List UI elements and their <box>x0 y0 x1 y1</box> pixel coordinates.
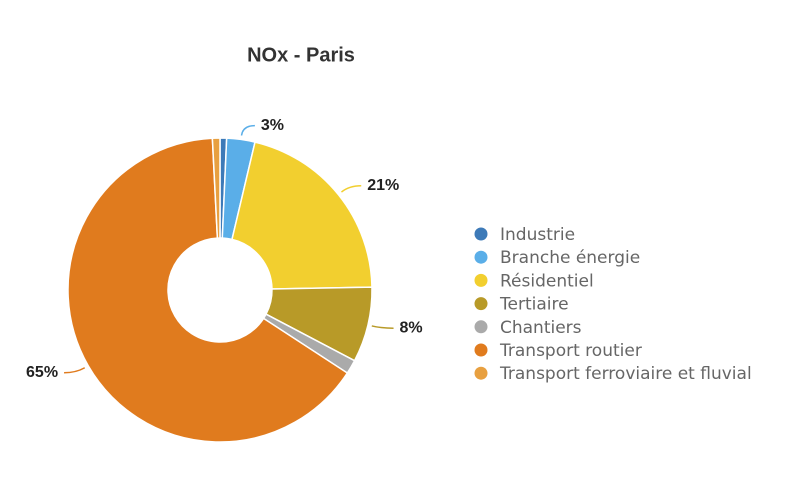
chart-title: NOx - Paris <box>247 44 355 66</box>
legend-label: Chantiers <box>500 318 582 338</box>
value-label: 8% <box>400 319 423 336</box>
legend-label: Industrie <box>500 225 575 245</box>
legend-marker <box>474 343 488 357</box>
leader-line <box>64 367 86 374</box>
leader-line <box>340 185 362 193</box>
legend-label: Tertiaire <box>499 295 569 315</box>
value-label: 65% <box>26 364 58 381</box>
legend-label: Branche énergie <box>500 248 640 268</box>
legend-marker <box>474 297 488 311</box>
leader-line <box>240 124 255 136</box>
legend-marker <box>474 320 488 334</box>
legend-marker <box>474 273 488 287</box>
legend-marker <box>474 250 488 264</box>
slice <box>211 137 221 239</box>
legend-label: Transport ferroviaire et fluvial <box>499 364 752 384</box>
legend-marker <box>474 366 488 380</box>
slice <box>67 137 349 443</box>
value-label: 3% <box>261 117 284 134</box>
slice <box>231 141 373 290</box>
legend-marker <box>474 227 488 241</box>
legend-label: Résidentiel <box>500 271 594 291</box>
value-label: 21% <box>367 177 399 194</box>
legend-label: Transport routier <box>499 341 642 361</box>
leader-line <box>371 325 394 329</box>
